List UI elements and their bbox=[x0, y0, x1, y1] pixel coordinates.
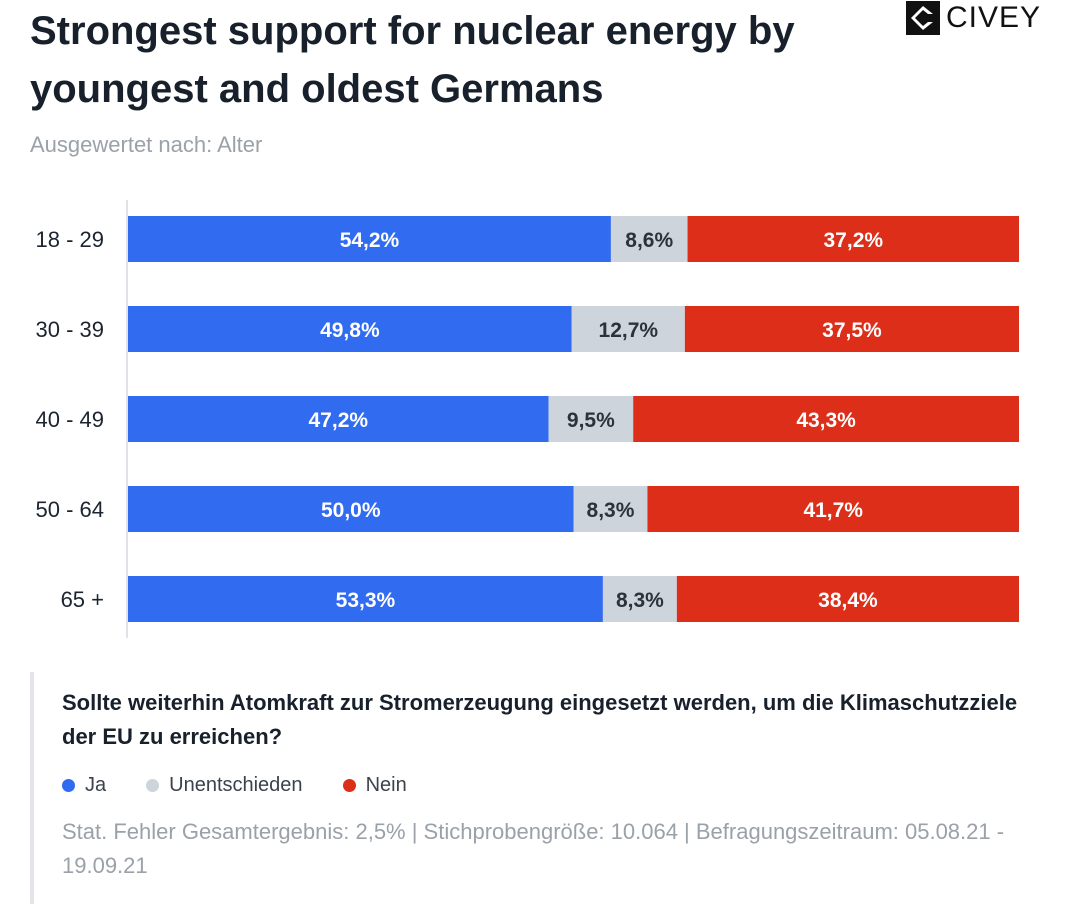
survey-question: Sollte weiterhin Atomkraft zur Stromerze… bbox=[62, 690, 1018, 749]
legend-dot-icon bbox=[62, 779, 75, 792]
bar-nein-65 bbox=[676, 576, 1019, 622]
legend-item-unentschieden: Unentschieden bbox=[146, 774, 303, 797]
legend-item-nein: Nein bbox=[342, 774, 407, 797]
data-label-nein-65: 38,4% bbox=[818, 589, 878, 612]
data-label-unentschieden-50-64: 8,3% bbox=[587, 499, 635, 522]
survey-footnote: Stat. Fehler Gesamtergebnis: 2,5% | Stic… bbox=[62, 819, 1005, 878]
category-label-40-49: 40 - 49 bbox=[36, 407, 105, 432]
brand-name: CIVEY bbox=[946, 1, 1042, 34]
category-label-65: 65 + bbox=[61, 587, 104, 612]
bar-ja-30-39 bbox=[128, 306, 572, 352]
chart-title: Strongest support for nuclear energy by … bbox=[30, 9, 795, 111]
legend-item-ja: Ja bbox=[62, 774, 106, 797]
data-label-nein-18-29: 37,2% bbox=[824, 229, 884, 252]
legend-dot-icon bbox=[342, 779, 356, 792]
data-label-nein-30-39: 37,5% bbox=[822, 319, 882, 342]
category-label-50-64: 50 - 64 bbox=[36, 497, 105, 522]
question-panel: Sollte weiterhin Atomkraft zur Stromerze… bbox=[30, 672, 1040, 904]
bar-ja-50-64 bbox=[128, 486, 574, 532]
legend-label: Unentschieden bbox=[169, 774, 303, 796]
bar-ja-65 bbox=[128, 576, 603, 622]
data-label-unentschieden-30-39: 12,7% bbox=[599, 319, 659, 342]
bar-unentschieden-30-39 bbox=[571, 306, 685, 352]
data-label-unentschieden-40-49: 9,5% bbox=[567, 409, 615, 432]
bar-unentschieden-50-64 bbox=[573, 486, 648, 532]
data-label-unentschieden-65: 8,3% bbox=[616, 589, 664, 612]
bar-nein-50-64 bbox=[647, 486, 1019, 532]
data-label-ja-30-39: 49,8% bbox=[320, 319, 380, 342]
stacked-bar-chart: 18 - 29 54,2% 8,6% 37,2% 30 - 39 49,8% 12,7% 37… bbox=[36, 200, 1019, 638]
bar-ja-18-29 bbox=[128, 216, 611, 262]
legend-label: Ja bbox=[85, 774, 107, 796]
legend-label: Nein bbox=[365, 774, 407, 796]
bar-unentschieden-65 bbox=[602, 576, 677, 622]
civey-logo-icon bbox=[906, 1, 940, 35]
data-label-nein-40-49: 43,3% bbox=[796, 409, 856, 432]
bar-unentschieden-18-29 bbox=[610, 216, 688, 262]
data-label-nein-50-64: 41,7% bbox=[803, 499, 863, 522]
bar-nein-40-49 bbox=[633, 396, 1019, 442]
legend-dot-icon bbox=[146, 779, 160, 792]
bar-nein-18-29 bbox=[687, 216, 1019, 262]
data-label-ja-65: 53,3% bbox=[336, 589, 396, 612]
data-label-ja-50-64: 50,0% bbox=[321, 499, 381, 522]
category-label-18-29: 18 - 29 bbox=[36, 227, 105, 252]
data-label-ja-40-49: 47,2% bbox=[309, 409, 369, 432]
data-label-unentschieden-18-29: 8,6% bbox=[625, 229, 673, 252]
category-label-30-39: 30 - 39 bbox=[36, 317, 105, 342]
bar-nein-30-39 bbox=[684, 306, 1019, 352]
bar-ja-40-49 bbox=[128, 396, 549, 442]
data-label-ja-18-29: 54,2% bbox=[340, 229, 400, 252]
bar-unentschieden-40-49 bbox=[548, 396, 634, 442]
civey-logo: CIVEY bbox=[906, 0, 1041, 36]
legend: Ja Unentschieden Nein bbox=[62, 774, 1040, 797]
chart-subtitle: Ausgewertet nach: Alter bbox=[30, 132, 263, 157]
